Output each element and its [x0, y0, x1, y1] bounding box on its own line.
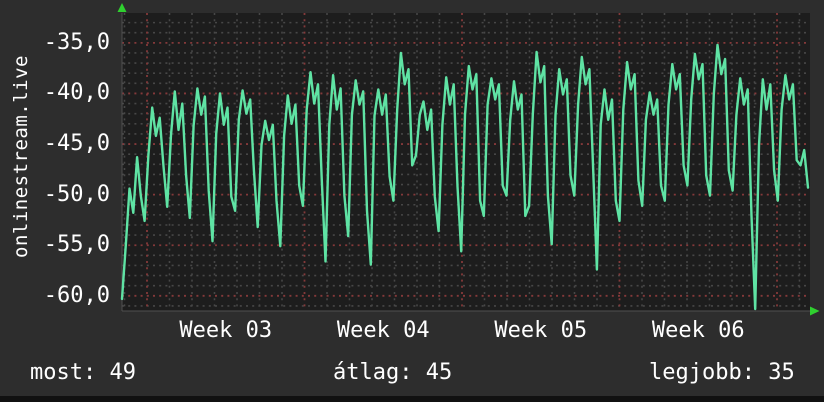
stat-average-value: 45 [425, 360, 453, 385]
stat-average-label: átlag: [333, 360, 413, 385]
y-axis-tick-label: -55,0 [43, 232, 110, 258]
y-axis-arrow-icon [117, 3, 127, 12]
y-axis-tick-label: -50,0 [43, 181, 110, 207]
x-axis-tick-label: Week 04 [336, 318, 430, 343]
x-axis-tick-label: Week 03 [179, 318, 273, 343]
x-axis-tick-label: Week 06 [651, 318, 745, 343]
stat-best: legjobb: 35 [649, 361, 795, 385]
x-axis-arrow-icon [810, 306, 820, 316]
data-line [120, 43, 810, 311]
stat-current-label: most: [30, 360, 97, 385]
stat-best-value: 35 [768, 360, 795, 385]
stat-average: átlag: 45 [333, 361, 452, 385]
stat-current-value: 49 [109, 360, 136, 385]
y-axis-tick-label: -45,0 [43, 131, 110, 157]
y-axis-tick-label: -35,0 [43, 29, 110, 55]
window-bottom-edge [0, 396, 824, 402]
stat-current: most: 49 [30, 361, 136, 385]
x-axis-tick-label: Week 05 [494, 318, 588, 343]
stat-best-label: legjobb: [649, 360, 755, 385]
y-axis-tick-label: -40,0 [43, 80, 110, 106]
y-axis-tick-label: -60,0 [43, 282, 110, 308]
